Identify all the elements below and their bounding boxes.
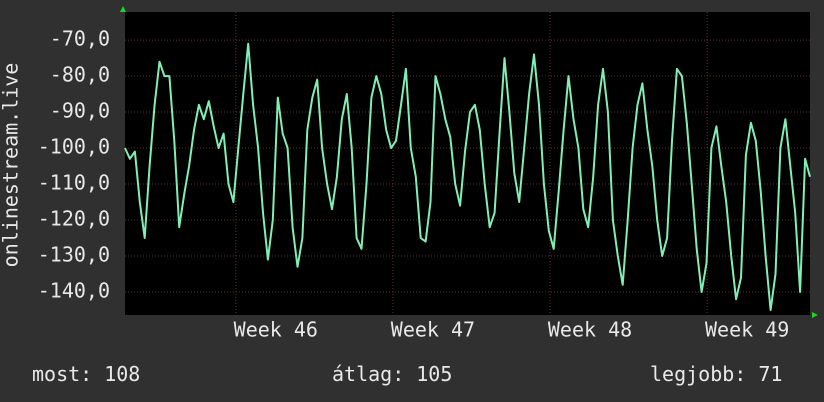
y-tick-label: -130,0 xyxy=(38,242,110,266)
x-arrow xyxy=(812,312,818,318)
y-tick-label: -110,0 xyxy=(38,171,110,195)
x-tick-label: Week 48 xyxy=(548,318,632,342)
x-tick-label: Week 46 xyxy=(234,318,318,342)
data-line xyxy=(124,42,811,311)
stat-value: 108 xyxy=(104,362,140,386)
labels: -70,0 -80,0 -90,0 -100,0 -110,0 -120,0 -130,0 -… xyxy=(32,27,789,386)
stat-value: 71 xyxy=(758,362,782,386)
y-tick-label: -80,0 xyxy=(50,63,110,87)
stat: legjobb: 71 xyxy=(650,362,782,386)
y-tick-label: -140,0 xyxy=(38,278,110,302)
x-tick-label: Week 49 xyxy=(705,318,789,342)
plot-area xyxy=(125,12,810,315)
y-tick-label: -120,0 xyxy=(38,206,110,230)
marks xyxy=(124,42,811,311)
stat-value: 105 xyxy=(416,362,452,386)
stat: átlag: 105 xyxy=(332,362,452,386)
y-tick-label: -100,0 xyxy=(38,135,110,159)
x-tick-label: Week 47 xyxy=(391,318,475,342)
y-tick-label: -90,0 xyxy=(50,99,110,123)
y-arrow xyxy=(120,6,126,12)
stat-label: átlag: xyxy=(332,362,404,386)
stat-label: legjobb: xyxy=(650,362,746,386)
y-axis-label: onlinestream.live xyxy=(0,63,23,268)
stat-label: most: xyxy=(32,362,92,386)
stat: most: 108 xyxy=(32,362,140,386)
y-tick-label: -70,0 xyxy=(50,27,110,51)
